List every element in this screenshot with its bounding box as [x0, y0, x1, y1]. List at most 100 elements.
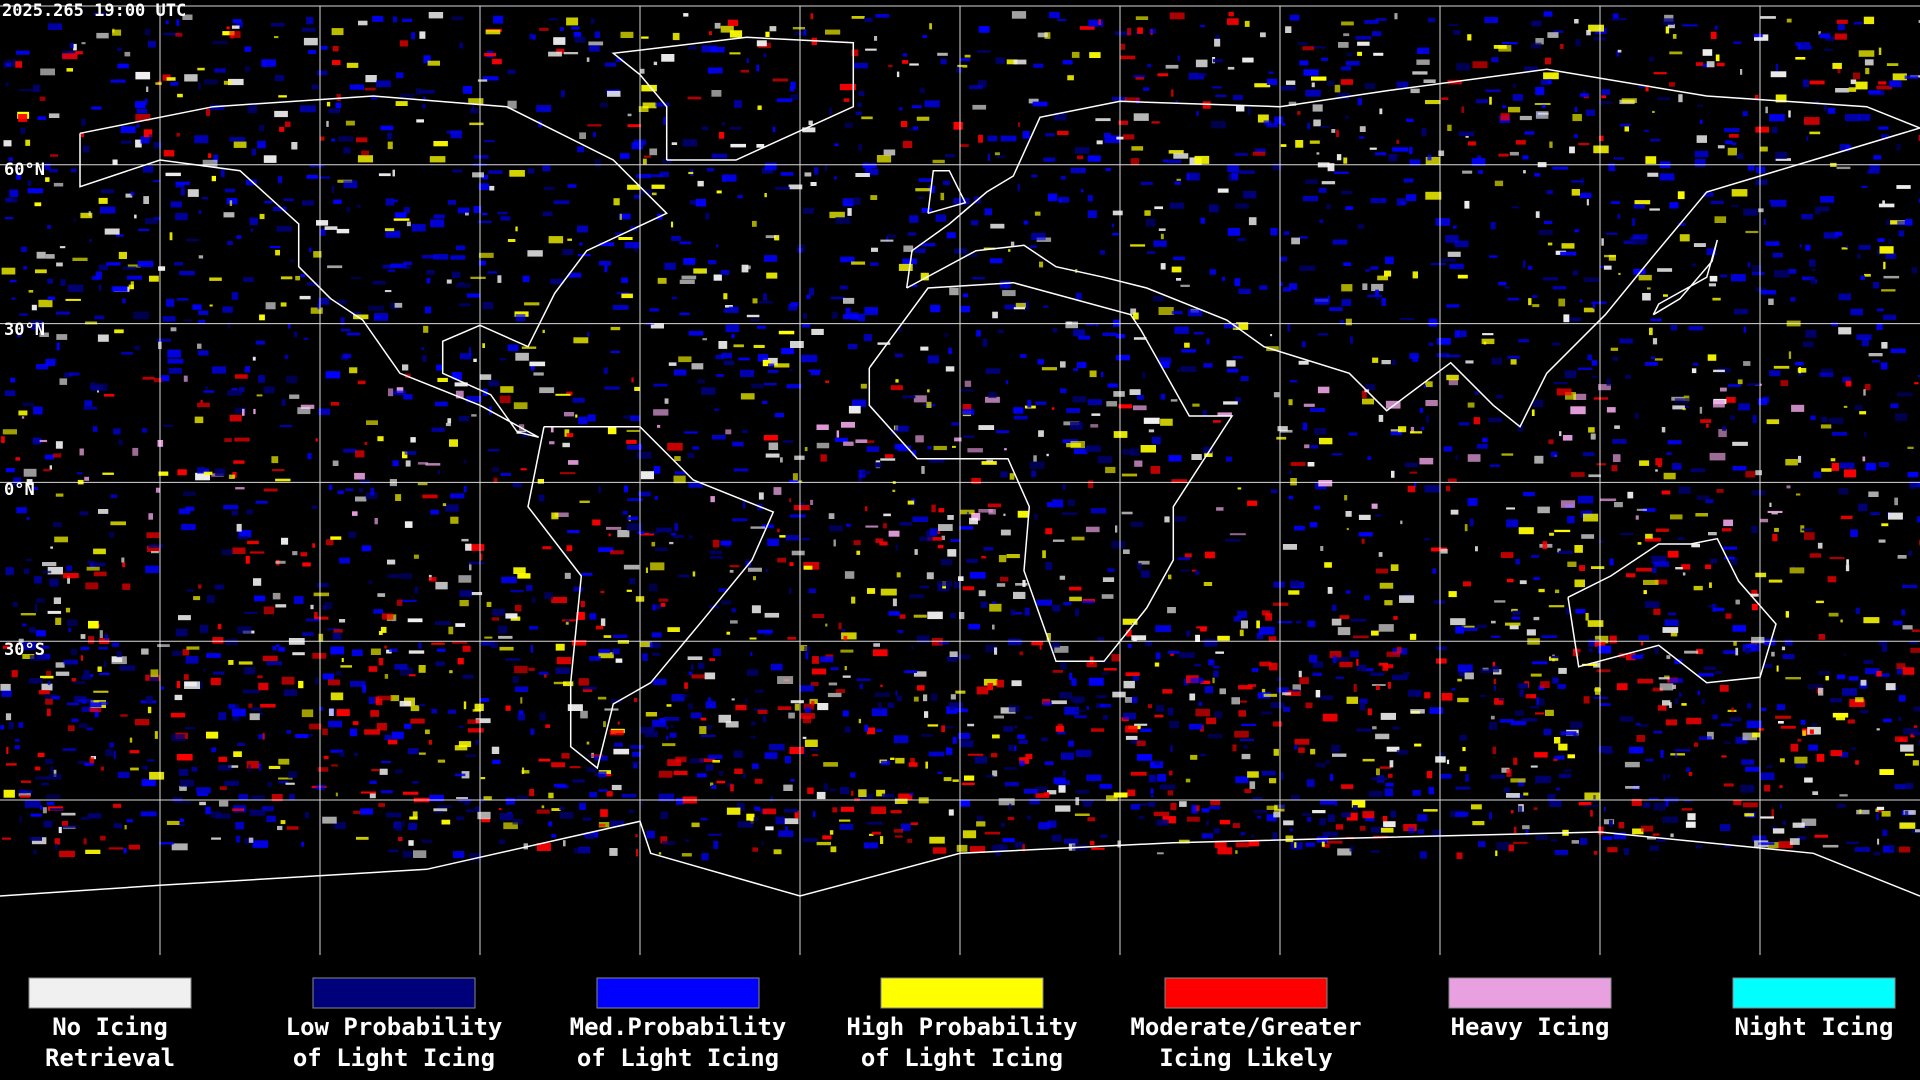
- icing-pixel: [870, 195, 878, 200]
- icing-pixel: [1206, 820, 1209, 826]
- icing-pixel: [1774, 270, 1790, 278]
- icing-pixel: [21, 416, 25, 419]
- icing-pixel: [1334, 171, 1349, 174]
- icing-pixel: [1496, 394, 1503, 399]
- icing-pixel: [1669, 702, 1672, 708]
- icing-pixel: [792, 27, 806, 30]
- icing-pixel: [1215, 94, 1227, 97]
- icing-pixel: [492, 608, 505, 616]
- icing-pixel: [14, 738, 20, 742]
- icing-pixel: [1441, 258, 1457, 262]
- icing-pixel: [735, 705, 747, 711]
- icing-pixel: [144, 217, 158, 224]
- icing-pixel: [360, 791, 376, 794]
- icing-pixel: [897, 445, 911, 452]
- icing-pixel: [1854, 405, 1863, 411]
- icing-pixel: [966, 511, 969, 515]
- icing-pixel: [306, 16, 314, 25]
- icing-pixel: [712, 760, 720, 763]
- icing-pixel: [910, 757, 915, 764]
- icing-pixel: [1238, 170, 1255, 174]
- icing-pixel: [1531, 661, 1548, 665]
- icing-pixel: [681, 853, 692, 857]
- icing-pixel: [1482, 333, 1494, 336]
- icing-pixel: [1150, 795, 1154, 798]
- icing-pixel: [234, 437, 250, 442]
- icing-pixel: [1332, 753, 1347, 757]
- icing-pixel: [1168, 150, 1184, 154]
- icing-pixel: [1579, 93, 1589, 97]
- icing-pixel: [1277, 426, 1288, 432]
- icing-pixel: [967, 723, 975, 727]
- icing-pixel: [1362, 758, 1375, 762]
- icing-pixel: [198, 584, 202, 589]
- icing-pixel: [257, 675, 263, 679]
- icing-pixel: [989, 603, 1002, 612]
- icing-pixel: [1552, 166, 1569, 170]
- icing-pixel: [285, 782, 295, 785]
- icing-pixel: [1643, 590, 1647, 595]
- icing-pixel: [1797, 370, 1804, 377]
- icing-pixel: [688, 535, 693, 539]
- icing-pixel: [629, 578, 636, 585]
- icing-pixel: [1276, 677, 1282, 681]
- icing-pixel: [1066, 408, 1080, 413]
- icing-pixel: [1504, 286, 1510, 289]
- icing-pixel: [553, 681, 567, 685]
- icing-pixel: [948, 702, 963, 708]
- icing-pixel: [125, 193, 133, 198]
- icing-pixel: [1303, 69, 1319, 76]
- icing-pixel: [1254, 148, 1266, 153]
- icing-pixel: [757, 354, 769, 362]
- icing-pixel: [1665, 719, 1677, 726]
- icing-pixel: [316, 583, 329, 588]
- icing-pixel: [81, 118, 86, 126]
- icing-pixel: [1603, 265, 1612, 270]
- icing-pixel: [1179, 569, 1191, 572]
- icing-pixel: [662, 841, 676, 845]
- icing-pixel: [709, 556, 724, 559]
- icing-pixel: [688, 671, 693, 676]
- icing-pixel: [1897, 220, 1908, 226]
- icing-pixel: [1892, 73, 1907, 81]
- icing-pixel: [514, 686, 529, 692]
- icing-pixel: [53, 522, 62, 527]
- icing-pixel: [1435, 218, 1451, 226]
- icing-pixel: [299, 105, 316, 113]
- icing-pixel: [575, 414, 578, 418]
- icing-pixel: [1024, 716, 1033, 719]
- icing-pixel: [957, 732, 971, 739]
- icing-pixel: [1031, 232, 1046, 241]
- icing-pixel: [700, 817, 708, 821]
- icing-pixel: [1480, 668, 1492, 673]
- icing-pixel: [1022, 579, 1026, 587]
- icing-pixel: [1298, 670, 1302, 678]
- icing-pixel: [490, 642, 498, 649]
- icing-pixel: [148, 513, 153, 520]
- icing-pixel: [47, 610, 62, 614]
- icing-pixel: [1545, 57, 1551, 65]
- icing-pixel: [55, 493, 64, 497]
- icing-pixel: [879, 541, 888, 546]
- icing-pixel: [1831, 462, 1839, 471]
- icing-pixel: [1327, 840, 1343, 844]
- icing-pixel: [312, 652, 327, 659]
- icing-pixel: [1825, 675, 1829, 681]
- icing-pixel: [1379, 108, 1383, 115]
- icing-pixel: [1674, 698, 1679, 705]
- icing-pixel: [568, 460, 579, 465]
- icing-pixel: [998, 798, 1015, 806]
- icing-pixel: [687, 46, 697, 50]
- icing-pixel: [1062, 484, 1066, 491]
- icing-pixel: [704, 672, 716, 680]
- icing-pixel: [1696, 495, 1710, 501]
- icing-pixel: [1907, 472, 1919, 478]
- icing-pixel: [182, 14, 193, 20]
- icing-pixel: [1087, 210, 1097, 218]
- icing-pixel: [202, 668, 205, 672]
- icing-pixel: [1789, 838, 1800, 845]
- icing-pixel: [649, 148, 658, 156]
- icing-pixel: [1797, 43, 1801, 50]
- icing-pixel: [468, 98, 484, 105]
- icing-pixel: [1764, 784, 1771, 792]
